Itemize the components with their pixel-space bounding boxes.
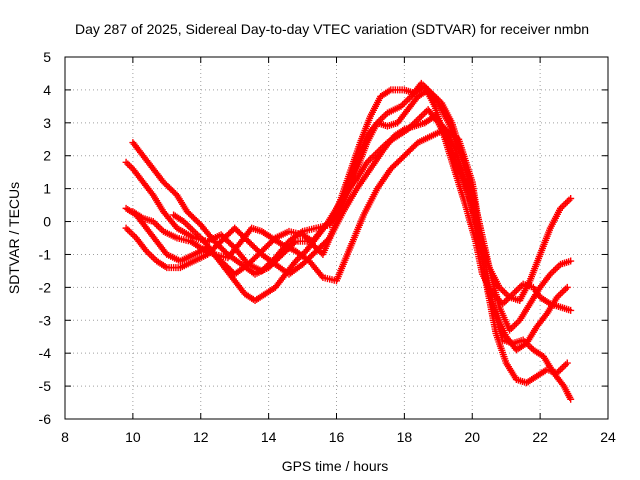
data-point-marker [558, 288, 566, 296]
data-series-layer [122, 79, 575, 403]
data-point-marker [502, 290, 510, 298]
data-point-marker [419, 111, 427, 119]
grid [65, 57, 608, 419]
x-tick-label: 16 [329, 429, 345, 445]
y-tick-label: 1 [43, 181, 51, 197]
data-point-marker [417, 112, 425, 120]
data-point-marker [290, 239, 298, 247]
data-point-marker [563, 359, 571, 367]
data-point-marker [188, 226, 196, 234]
data-point-marker [127, 229, 135, 237]
y-tick-label: 4 [43, 82, 51, 98]
y-tick-label: -4 [39, 345, 52, 361]
data-point-marker [553, 264, 561, 272]
x-tick-label: 20 [464, 429, 480, 445]
y-axis-label: SDTVAR / TECUs [6, 182, 22, 294]
data-point-marker [183, 221, 191, 229]
data-point-marker [567, 306, 575, 314]
data-point-marker [124, 160, 132, 168]
data-point-marker [148, 252, 156, 260]
data-point-marker [125, 162, 133, 170]
chart-title: Day 287 of 2025, Sidereal Day-to-day VTE… [75, 21, 589, 37]
data-point-marker [380, 112, 388, 120]
x-tick-label: 8 [61, 429, 69, 445]
data-point-marker [565, 196, 573, 204]
data-point-marker [499, 287, 507, 295]
data-point-marker [185, 222, 193, 230]
data-point-marker [567, 395, 575, 403]
data-point-marker [562, 285, 570, 293]
series-track-2 [129, 79, 571, 354]
data-point-marker [122, 158, 130, 166]
data-point-marker [149, 254, 157, 262]
data-point-marker [514, 285, 522, 293]
data-point-marker [500, 288, 508, 296]
x-tick-label: 14 [261, 429, 277, 445]
x-tick-label: 10 [125, 429, 141, 445]
data-point-marker [187, 224, 195, 232]
y-tick-label: 3 [43, 115, 51, 131]
data-point-marker [400, 99, 408, 107]
data-point-marker [567, 257, 575, 265]
y-tick-label: 2 [43, 148, 51, 164]
y-tick-label: -6 [39, 411, 52, 427]
x-tick-label: 24 [600, 429, 616, 445]
data-point-marker [402, 97, 410, 105]
y-tick-label: -3 [39, 312, 52, 328]
data-point-marker [153, 221, 161, 229]
y-tick-label: -2 [39, 279, 52, 295]
x-tick-label: 12 [193, 429, 209, 445]
x-tick-label: 22 [532, 429, 548, 445]
data-point-marker [512, 287, 520, 295]
data-point-marker [550, 267, 558, 275]
data-point-marker [156, 224, 164, 232]
series-track-6 [170, 106, 575, 305]
x-tick-label: 18 [397, 429, 413, 445]
data-point-marker [560, 287, 568, 295]
data-point-marker [146, 250, 154, 258]
data-point-marker [560, 201, 568, 209]
data-point-marker [129, 231, 137, 239]
data-point-marker [562, 199, 570, 207]
data-point-marker [512, 320, 520, 328]
data-point-marker [124, 226, 132, 234]
series-track-5 [129, 125, 575, 403]
data-point-marker [524, 341, 532, 349]
y-tick-label: -1 [39, 246, 52, 262]
data-point-marker [404, 96, 412, 104]
data-point-marker [563, 198, 571, 206]
data-point-marker [562, 361, 570, 369]
data-point-marker [509, 323, 517, 331]
y-tick-label: -5 [39, 378, 52, 394]
y-tick-label: 0 [43, 214, 51, 230]
data-point-marker [122, 224, 130, 232]
data-point-marker [511, 321, 519, 329]
x-axis-label: GPS time / hours [282, 458, 389, 474]
data-point-marker [556, 290, 564, 298]
data-point-marker [563, 283, 571, 291]
data-point-marker [551, 265, 559, 273]
data-point-marker [560, 362, 568, 370]
data-point-marker [567, 195, 575, 203]
y-tick-label: 5 [43, 49, 51, 65]
data-point-marker [558, 364, 566, 372]
data-point-marker [125, 227, 133, 235]
data-point-marker [154, 222, 162, 230]
